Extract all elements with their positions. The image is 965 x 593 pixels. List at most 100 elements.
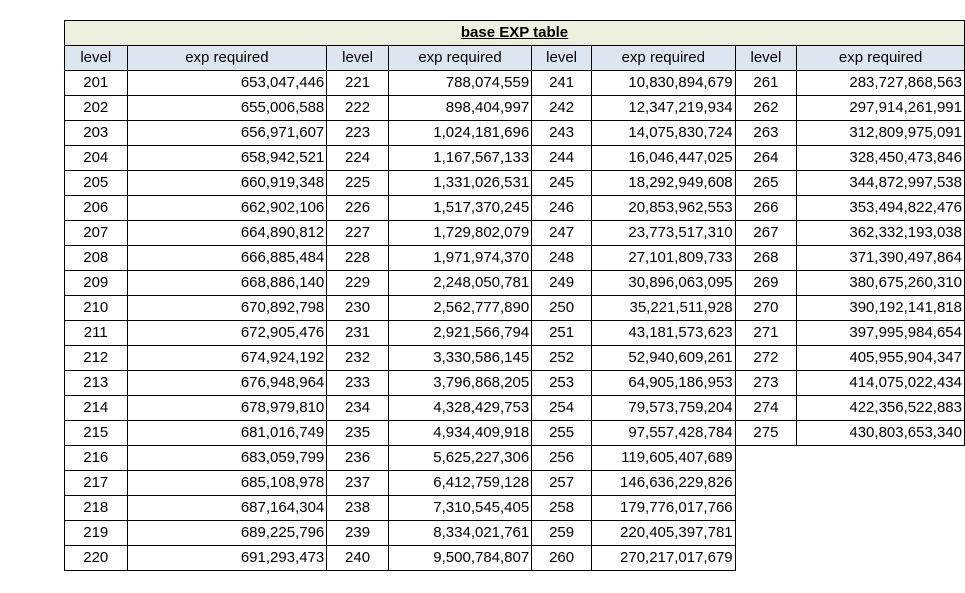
level-cell: 235	[326, 420, 389, 446]
level-cell: 214	[64, 395, 128, 421]
table-row: 208 666,885,484 228 1,971,974,370 248 27,101,…	[64, 245, 965, 271]
exp-required-cell: 7,310,545,405	[387, 495, 533, 521]
level-cell: 213	[64, 370, 128, 396]
exp-required-cell: 27,101,809,733	[590, 245, 736, 271]
exp-required-cell: 4,934,409,918	[387, 420, 533, 446]
table-row: 217 685,108,978 237 6,412,759,128 257 146,636…	[64, 470, 965, 496]
level-cell: 260	[531, 545, 592, 571]
exp-required-cell: 283,727,868,563	[796, 70, 965, 96]
table-row: 207 664,890,812 227 1,729,802,079 247 23,773,…	[64, 220, 965, 246]
empty-cell	[797, 521, 965, 546]
exp-required-cell: 1,331,026,531	[387, 170, 533, 196]
level-cell: 271	[734, 320, 798, 346]
level-cell: 232	[326, 345, 389, 371]
table-title: base EXP table	[64, 20, 965, 46]
level-cell: 259	[531, 520, 592, 546]
level-cell: 242	[531, 95, 592, 121]
exp-required-cell: 2,921,566,794	[387, 320, 533, 346]
level-cell: 239	[326, 520, 389, 546]
table-row: 201 653,047,446 221 788,074,559 241 10,830,89…	[64, 70, 965, 96]
exp-required-cell: 52,940,609,261	[590, 345, 736, 371]
table-row: 219 689,225,796 239 8,334,021,761 259 220,405…	[64, 520, 965, 546]
header-exp-required-2: exp required	[387, 45, 533, 71]
level-cell: 231	[326, 320, 389, 346]
exp-required-cell: 658,942,521	[126, 145, 328, 171]
header-exp-required-4: exp required	[796, 45, 965, 71]
exp-required-cell: 371,390,497,864	[796, 245, 965, 271]
exp-required-cell: 5,625,227,306	[387, 445, 533, 471]
exp-required-cell: 3,330,586,145	[387, 345, 533, 371]
level-cell: 269	[734, 270, 798, 296]
level-cell: 244	[531, 145, 592, 171]
exp-required-cell: 79,573,759,204	[590, 395, 736, 421]
level-cell: 255	[531, 420, 592, 446]
empty-cell	[735, 546, 797, 571]
exp-required-cell: 678,979,810	[126, 395, 328, 421]
exp-required-cell: 64,905,186,953	[590, 370, 736, 396]
exp-required-cell: 220,405,397,781	[590, 520, 736, 546]
empty-cell	[797, 546, 965, 571]
empty-cell	[797, 496, 965, 521]
level-cell: 202	[64, 95, 128, 121]
exp-required-cell: 662,902,106	[126, 195, 328, 221]
exp-required-cell: 297,914,261,991	[796, 95, 965, 121]
level-cell: 272	[734, 345, 798, 371]
level-cell: 228	[326, 245, 389, 271]
header-exp-required-3: exp required	[590, 45, 736, 71]
level-cell: 251	[531, 320, 592, 346]
exp-required-cell: 1,729,802,079	[387, 220, 533, 246]
exp-required-cell: 656,971,607	[126, 120, 328, 146]
level-cell: 207	[64, 220, 128, 246]
level-cell: 245	[531, 170, 592, 196]
header-level-3: level	[531, 45, 592, 71]
level-cell: 220	[64, 545, 128, 571]
exp-required-cell: 10,830,894,679	[590, 70, 736, 96]
exp-required-cell: 1,024,181,696	[387, 120, 533, 146]
level-cell: 209	[64, 270, 128, 296]
level-cell: 249	[531, 270, 592, 296]
exp-required-cell: 344,872,997,538	[796, 170, 965, 196]
exp-table-container: base EXP table level exp required level …	[64, 20, 965, 571]
level-cell: 250	[531, 295, 592, 321]
exp-required-cell: 405,955,904,347	[796, 345, 965, 371]
level-cell: 217	[64, 470, 128, 496]
level-cell: 210	[64, 295, 128, 321]
table-row: 210 670,892,798 230 2,562,777,890 250 35,221,…	[64, 295, 965, 321]
exp-required-cell: 788,074,559	[387, 70, 533, 96]
header-row: level exp required level exp required le…	[64, 45, 965, 71]
exp-required-cell: 3,796,868,205	[387, 370, 533, 396]
level-cell: 203	[64, 120, 128, 146]
exp-required-cell: 12,347,219,934	[590, 95, 736, 121]
table-row: 212 674,924,192 232 3,330,586,145 252 52,940,…	[64, 345, 965, 371]
level-cell: 252	[531, 345, 592, 371]
empty-cell	[735, 496, 797, 521]
table-row: 204 658,942,521 224 1,167,567,133 244 16,046,…	[64, 145, 965, 171]
exp-required-cell: 35,221,511,928	[590, 295, 736, 321]
exp-required-cell: 397,995,984,654	[796, 320, 965, 346]
level-cell: 227	[326, 220, 389, 246]
level-cell: 246	[531, 195, 592, 221]
exp-required-cell: 18,292,949,608	[590, 170, 736, 196]
level-cell: 270	[734, 295, 798, 321]
level-cell: 268	[734, 245, 798, 271]
table-row: 202 655,006,588 222 898,404,997 242 12,347,21…	[64, 95, 965, 121]
level-cell: 216	[64, 445, 128, 471]
table-row: 216 683,059,799 236 5,625,227,306 256 119,605…	[64, 445, 965, 471]
exp-required-cell: 9,500,784,807	[387, 545, 533, 571]
exp-required-cell: 666,885,484	[126, 245, 328, 271]
level-cell: 208	[64, 245, 128, 271]
level-cell: 224	[326, 145, 389, 171]
empty-cell	[735, 446, 797, 471]
exp-required-cell: 681,016,749	[126, 420, 328, 446]
exp-required-cell: 674,924,192	[126, 345, 328, 371]
exp-required-cell: 2,562,777,890	[387, 295, 533, 321]
level-cell: 229	[326, 270, 389, 296]
exp-required-cell: 362,332,193,038	[796, 220, 965, 246]
exp-required-cell: 16,046,447,025	[590, 145, 736, 171]
exp-required-cell: 353,494,822,476	[796, 195, 965, 221]
exp-required-cell: 653,047,446	[126, 70, 328, 96]
exp-required-cell: 380,675,260,310	[796, 270, 965, 296]
empty-cell	[735, 521, 797, 546]
level-cell: 262	[734, 95, 798, 121]
exp-required-cell: 146,636,229,826	[590, 470, 736, 496]
